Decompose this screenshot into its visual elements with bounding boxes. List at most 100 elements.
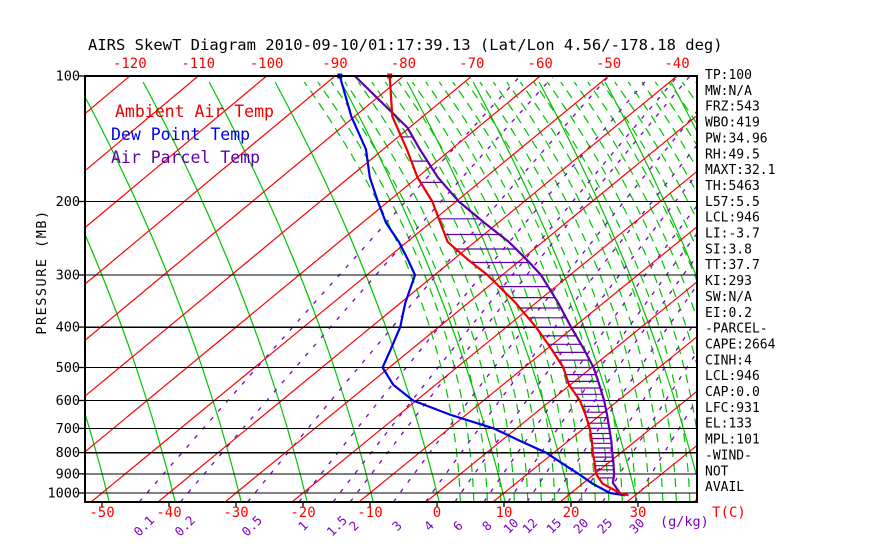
top-axis-tick-label: -80 (391, 56, 416, 72)
moist-adiabat-line (546, 81, 697, 437)
isotherm-line (85, 76, 199, 172)
moist-adiabat-line (573, 81, 697, 321)
temperature-unit-label: T(C) (712, 505, 746, 521)
pressure-tick-label: 900 (56, 466, 80, 482)
isotherm-line (157, 76, 678, 502)
pressure-tick-label: 700 (56, 421, 80, 437)
moist-adiabat-line (479, 81, 637, 502)
bottom-axis-tick-label: -30 (223, 505, 248, 521)
mixing-ratio-line (454, 172, 697, 502)
isotherm-line (291, 170, 697, 502)
top-axis-tick-label: -50 (596, 56, 621, 72)
moist-adiabat-line (763, 82, 870, 502)
isotherm-line (85, 76, 541, 453)
moist-adiabat-line (452, 81, 610, 502)
moist-adiabat-line (790, 82, 870, 502)
stats-line: -PARCEL- (705, 322, 768, 337)
dry-adiabat-line (538, 81, 697, 480)
moist-adiabat-line (344, 81, 502, 502)
cape-hatch-area (401, 136, 615, 479)
stats-line: MAXT:32.1 (705, 163, 775, 178)
stats-line: EI:0.2 (705, 306, 752, 321)
isotherm-line (224, 114, 697, 502)
moist-adiabat-line (560, 81, 697, 368)
stats-line: LCL:946 (705, 211, 760, 226)
moist-adiabat-line (317, 81, 475, 502)
axis-ticks (79, 75, 639, 507)
stats-line: CAPE:2664 (705, 337, 776, 352)
moist-adiabat-line (492, 81, 650, 502)
legend-item-parcel: Air Parcel Temp (111, 148, 260, 167)
pressure-tick-label: 500 (56, 360, 80, 376)
pressure-tick-label: 1000 (47, 486, 80, 502)
pressure-tick-label: 200 (56, 194, 80, 210)
mixing-ratio-line (298, 76, 651, 502)
stats-line: CAP:0.0 (705, 385, 760, 400)
mixing-ratio-tick-label: 0.1 (131, 513, 158, 540)
isotherm-line (425, 281, 697, 502)
mixing-ratio-line (483, 204, 697, 502)
mixing-ratio-tick-label: 25 (594, 515, 615, 536)
isotherm-line (85, 76, 336, 285)
moist-adiabat-line (750, 82, 870, 502)
top-temperature-axis-labels: -120 -110 -100 -90 -80 -70 -60 -50 -40 (113, 56, 690, 72)
dewpoint-curve (338, 75, 626, 497)
stats-line: -WIND- (705, 448, 752, 463)
background-grid-lines (0, 76, 870, 502)
isotherm-line (85, 76, 404, 342)
bottom-axis-tick-label: 0 (433, 505, 441, 521)
moist-adiabat-line (506, 81, 664, 502)
moist-adiabat-line (330, 81, 488, 502)
bottom-axis-tick-label: 30 (630, 505, 647, 521)
mixing-ratio-line (507, 232, 697, 502)
dry-adiabat-line (803, 82, 870, 502)
ambient-curve (388, 75, 629, 497)
moist-adiabat-line (425, 81, 583, 502)
pressure-axis-title: PRESSURE (MB) (34, 209, 50, 334)
sounding-indices-panel: TP:100MW:N/AFRZ:543WBO:419PW:34.96RH:49.… (705, 68, 776, 495)
pressure-tick-label: 600 (56, 393, 80, 409)
mixing-ratio-tick-label: 15 (543, 515, 564, 536)
mixing-ratio-unit-label: (g/kg) (660, 514, 709, 530)
pressure-grid-lines (85, 200, 697, 494)
mixing-ratio-tick-label: 3 (389, 518, 405, 534)
mixing-ratio-line (550, 284, 697, 502)
pressure-tick-label: 300 (56, 268, 80, 284)
stats-line: MPL:101 (705, 433, 760, 448)
stats-line: KI:293 (705, 274, 752, 289)
bottom-axis-tick-label: 10 (496, 505, 513, 521)
top-axis-tick-label: -120 (113, 56, 147, 72)
mixing-ratio-line (392, 110, 697, 502)
stats-line: TP:100 (705, 68, 752, 83)
sounding-curves (337, 73, 629, 497)
isotherm-line (0, 76, 61, 502)
stats-line: PW:34.96 (705, 131, 768, 146)
mixing-ratio-line (425, 144, 697, 502)
stats-line: TH:5463 (705, 179, 760, 194)
bottom-axis-tick-label: 20 (563, 505, 580, 521)
mixing-ratio-line (180, 76, 554, 502)
mixing-ratio-line (247, 76, 610, 502)
bottom-axis-tick-label: -10 (357, 505, 382, 521)
isotherm-line (559, 390, 697, 502)
stats-line: LCL:946 (705, 369, 760, 384)
top-axis-tick-label: -70 (459, 56, 484, 72)
stats-line: NOT (705, 464, 729, 479)
top-axis-tick-label: -40 (664, 56, 689, 72)
stats-line: EL:133 (705, 417, 752, 432)
stats-line: AVAIL (705, 480, 744, 495)
stats-line: LI:-3.7 (705, 227, 760, 242)
stats-line: L57:5.5 (705, 195, 760, 210)
stats-line: WBO:419 (705, 116, 760, 131)
top-axis-tick-label: -100 (250, 56, 284, 72)
dry-adiabat-line (85, 411, 110, 502)
dry-adiabat-line (85, 233, 176, 502)
top-axis-tick-label: -60 (528, 56, 553, 72)
mixing-ratio-line (526, 254, 697, 502)
top-axis-tick-label: -90 (322, 56, 347, 72)
dry-adiabat-line (85, 95, 242, 502)
legend: Ambient Air Temp Dew Point Temp Air Parc… (111, 102, 274, 167)
moist-adiabat-line (519, 81, 677, 502)
mixing-ratio-tick-label: 12 (519, 515, 540, 536)
